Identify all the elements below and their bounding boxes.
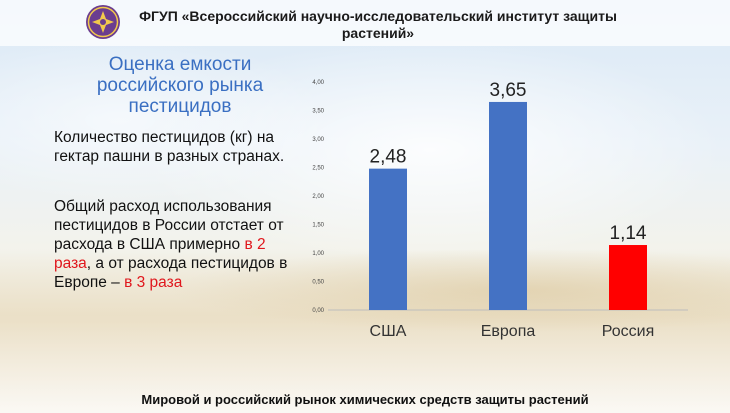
emblem-icon (86, 5, 120, 39)
category-label: Европа (481, 323, 536, 340)
data-label: 1,14 (610, 223, 647, 244)
slide-title: Оценка емкости российского рынка пестици… (96, 54, 264, 117)
highlight-2x: в 2 раза (54, 236, 266, 272)
y-tick-label: 2,00 (312, 194, 324, 200)
bar-chart: 0,00 0,50 1,00 1,50 2,00 2,50 3,00 3,50 4,00 2,48… (312, 80, 688, 340)
data-label: 2,48 (370, 147, 407, 168)
y-tick-label: 3,00 (312, 137, 324, 143)
category-label: США (370, 323, 407, 340)
header-bar: ФГУП «Всероссийский научно-исследователь… (0, 0, 730, 46)
y-tick-label: 1,00 (312, 251, 324, 257)
y-tick-label: 0,50 (312, 280, 324, 286)
institute-title: ФГУП «Всероссийский научно-исследователь… (139, 8, 617, 41)
category-label: Россия (602, 323, 654, 340)
data-label: 3,65 (490, 80, 527, 101)
y-tick-label: 4,00 (312, 80, 324, 86)
background-field (0, 250, 730, 413)
bar-1 (369, 168, 407, 310)
y-tick-label: 2,50 (312, 166, 324, 172)
comparison-text-1: Общий расход использования пестицидов в … (54, 198, 284, 253)
comparison-text-2: , а от расхода пестицидов в Европе – (54, 255, 288, 291)
bar-2 (489, 101, 527, 310)
y-tick-label: 1,50 (312, 223, 324, 229)
description-paragraph: Количество пестицидов (кг) на гектар паш… (54, 129, 285, 165)
comparison-paragraph: Общий расход использования пестицидов в … (54, 197, 304, 292)
y-tick-label: 0,00 (312, 308, 324, 314)
y-tick-label: 3,50 (312, 109, 324, 115)
footer-caption: Мировой и российский рынок химических ср… (141, 392, 589, 407)
bar-3 (609, 245, 647, 310)
highlight-3x: в 3 раза (124, 274, 183, 291)
